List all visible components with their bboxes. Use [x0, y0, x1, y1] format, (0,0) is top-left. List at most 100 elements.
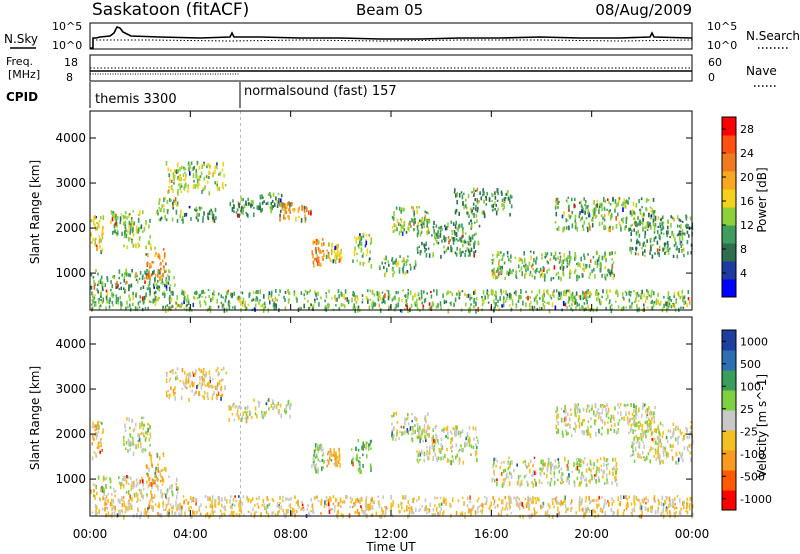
data-cell	[405, 271, 408, 274]
data-cell	[381, 510, 384, 515]
data-cell	[142, 300, 145, 305]
data-cell	[219, 509, 222, 513]
data-cell	[141, 296, 144, 302]
data-cell	[438, 503, 440, 507]
data-cell	[638, 425, 640, 428]
data-cell	[582, 293, 584, 298]
data-cell	[335, 244, 338, 249]
data-cell	[150, 498, 152, 502]
data-cell	[188, 373, 190, 377]
data-cell	[443, 235, 445, 241]
data-cell	[623, 416, 625, 421]
data-cell	[192, 498, 194, 502]
data-cell	[92, 421, 94, 427]
data-cell	[640, 505, 643, 510]
data-cell	[582, 290, 584, 295]
data-cell	[681, 229, 684, 234]
data-cell	[400, 210, 402, 214]
data-cell	[354, 499, 357, 504]
data-cell	[303, 508, 305, 512]
data-cell	[453, 302, 455, 307]
data-cell	[555, 497, 557, 502]
data-cell	[644, 299, 647, 303]
data-cell	[470, 303, 472, 306]
data-cell	[411, 420, 413, 423]
data-cell	[515, 291, 517, 297]
data-cell	[357, 448, 360, 452]
data-cell	[318, 240, 320, 245]
data-cell	[622, 296, 624, 299]
data-cell	[521, 502, 524, 507]
data-cell	[153, 269, 155, 275]
data-cell	[370, 447, 372, 450]
data-cell	[368, 234, 371, 237]
data-cell	[509, 201, 511, 205]
data-cell	[496, 251, 499, 255]
data-cell	[558, 464, 560, 468]
data-cell	[618, 503, 621, 506]
data-cell	[418, 450, 421, 454]
data-cell	[527, 295, 529, 301]
data-cell	[184, 296, 186, 301]
data-cell	[598, 298, 601, 304]
data-cell	[450, 437, 453, 441]
data-cell	[248, 292, 251, 297]
data-cell	[204, 374, 207, 379]
data-cell	[167, 167, 170, 172]
data-cell	[232, 292, 235, 295]
data-cell	[420, 290, 423, 295]
data-cell	[494, 195, 497, 200]
data-cell	[383, 506, 386, 509]
data-cell	[160, 275, 163, 278]
data-cell	[104, 283, 107, 288]
data-cell	[473, 242, 475, 247]
data-cell	[286, 497, 289, 500]
data-cell	[633, 495, 636, 499]
data-cell	[414, 263, 417, 267]
data-cell	[119, 510, 121, 514]
data-cell	[162, 455, 165, 458]
data-cell	[244, 303, 246, 308]
data-cell	[424, 498, 427, 503]
data-cell	[129, 443, 132, 446]
data-cell	[615, 216, 618, 220]
data-cell	[524, 498, 526, 501]
data-cell	[653, 213, 655, 218]
data-cell	[454, 428, 456, 433]
data-cell	[181, 185, 183, 188]
data-cell	[493, 502, 495, 506]
data-cell	[180, 209, 182, 215]
data-cell	[605, 481, 608, 485]
data-cell	[175, 307, 177, 310]
data-cell	[653, 497, 656, 502]
data-cell	[571, 291, 574, 296]
data-cell	[140, 443, 142, 449]
data-cell	[638, 407, 640, 410]
data-cell	[238, 415, 240, 420]
data-cell	[158, 198, 161, 202]
data-cell	[317, 260, 320, 263]
data-cell	[257, 505, 260, 509]
data-cell	[459, 249, 461, 254]
data-cell	[253, 504, 256, 507]
data-cell	[95, 452, 97, 456]
data-cell	[255, 290, 258, 293]
data-cell	[633, 409, 635, 412]
data-cell	[662, 248, 665, 251]
data-cell	[132, 429, 135, 433]
data-cell	[250, 499, 252, 504]
data-cell	[657, 292, 659, 297]
data-cell	[332, 502, 335, 505]
data-cell	[177, 189, 179, 194]
data-cell	[662, 503, 665, 506]
data-cell	[587, 212, 589, 215]
data-cell	[180, 510, 183, 515]
data-cell	[499, 296, 501, 301]
data-cell	[317, 458, 320, 462]
data-cell	[581, 498, 583, 502]
data-cell	[527, 504, 529, 508]
data-cell	[344, 297, 347, 300]
data-cell	[265, 411, 268, 414]
data-cell	[597, 292, 600, 295]
data-cell	[592, 219, 594, 222]
